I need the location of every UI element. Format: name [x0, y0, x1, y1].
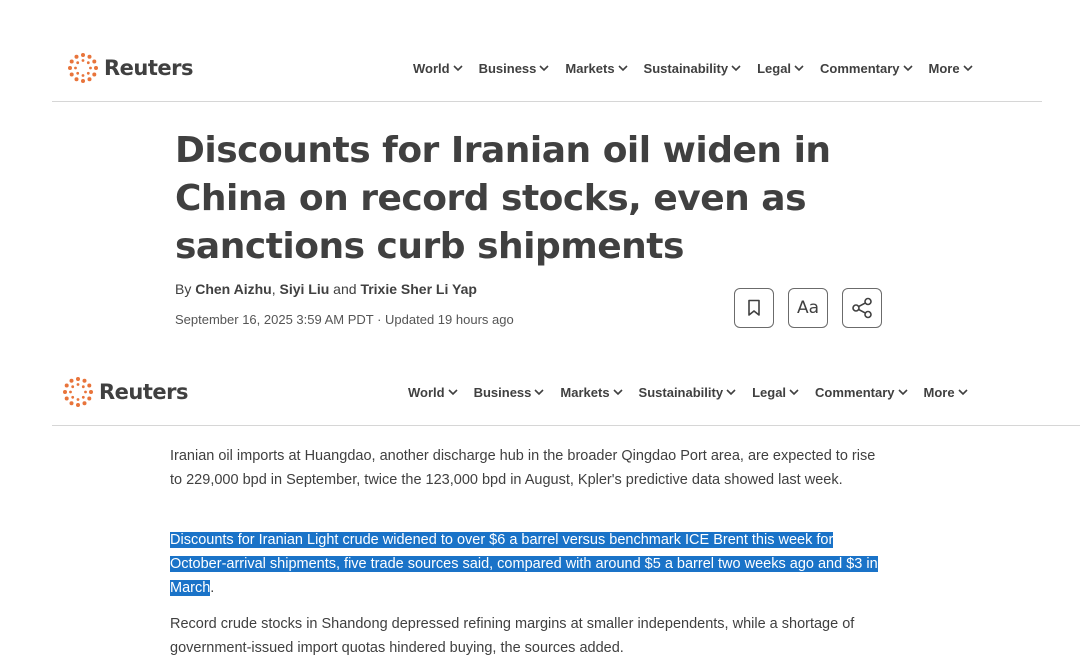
- article-paragraph-selected: Discounts for Iranian Light crude widene…: [170, 528, 885, 600]
- chevron-down-icon: [448, 389, 458, 396]
- byline-prefix: By: [175, 281, 196, 297]
- share-icon: [852, 297, 872, 319]
- text-selection[interactable]: Discounts for Iranian Light crude widene…: [170, 532, 878, 596]
- chevron-down-icon: [902, 65, 913, 72]
- nav-item-world[interactable]: World: [413, 61, 463, 76]
- nav-item-more[interactable]: More: [924, 385, 968, 400]
- nav-item-business[interactable]: Business: [479, 61, 550, 76]
- nav-label: Commentary: [815, 385, 895, 400]
- chevron-down-icon: [963, 65, 973, 72]
- chevron-down-icon: [897, 389, 908, 396]
- header-divider: [52, 101, 1042, 102]
- nav-item-legal[interactable]: Legal: [757, 61, 804, 76]
- main-nav: World Business Markets Sustainability Le…: [408, 385, 984, 400]
- text-size-label: Aa: [796, 298, 820, 318]
- chevron-down-icon: [612, 389, 623, 396]
- nav-label: World: [408, 385, 445, 400]
- reuters-logo[interactable]: Reuters: [62, 376, 189, 408]
- author-link[interactable]: Trixie Sher Li Yap: [360, 281, 477, 297]
- text-size-button[interactable]: Aa: [788, 288, 828, 328]
- nav-label: Sustainability: [643, 61, 729, 76]
- nav-label: Markets: [560, 385, 610, 400]
- article-headline: Discounts for Iranian oil widen in China…: [175, 130, 831, 267]
- nav-item-legal[interactable]: Legal: [752, 385, 799, 400]
- chevron-down-icon: [453, 65, 463, 72]
- bookmark-button[interactable]: [734, 288, 774, 328]
- paragraph-tail: .: [210, 580, 215, 596]
- chevron-down-icon: [726, 389, 736, 396]
- share-button[interactable]: [842, 288, 882, 328]
- reuters-logo[interactable]: Reuters: [67, 52, 194, 84]
- nav-label: World: [413, 61, 450, 76]
- byline-separator: and: [329, 281, 361, 297]
- nav-item-commentary[interactable]: Commentary: [820, 61, 913, 76]
- reuters-logo-icon: [63, 377, 93, 407]
- chevron-down-icon: [789, 389, 799, 396]
- article-dateline: September 16, 2025 3:59 AM PDT · Updated…: [175, 312, 514, 327]
- nav-item-sustainability[interactable]: Sustainability: [639, 385, 737, 400]
- nav-item-commentary[interactable]: Commentary: [815, 385, 908, 400]
- chevron-down-icon: [958, 389, 968, 396]
- chevron-down-icon: [539, 65, 549, 72]
- author-link[interactable]: Chen Aizhu: [195, 281, 272, 297]
- nav-label: Sustainability: [638, 385, 724, 400]
- main-nav: World Business Markets Sustainability Le…: [413, 61, 989, 76]
- article-paragraph: Record crude stocks in Shandong depresse…: [170, 616, 855, 656]
- nav-item-markets[interactable]: Markets: [565, 61, 628, 76]
- reuters-wordmark: Reuters: [99, 380, 189, 404]
- nav-label: Legal: [757, 61, 792, 76]
- byline-separator: ,: [271, 281, 280, 297]
- nav-item-sustainability[interactable]: Sustainability: [644, 61, 742, 76]
- chevron-down-icon: [731, 65, 741, 72]
- nav-item-more[interactable]: More: [929, 61, 973, 76]
- byline: By Chen Aizhu, Siyi Liu and Trixie Sher …: [175, 281, 477, 297]
- nav-item-markets[interactable]: Markets: [560, 385, 623, 400]
- nav-label: Business: [478, 61, 537, 76]
- article-paragraph: Iranian oil imports at Huangdao, another…: [170, 448, 876, 488]
- nav-label: Legal: [752, 385, 787, 400]
- nav-label: Commentary: [820, 61, 900, 76]
- bookmark-icon: [748, 299, 760, 316]
- header-divider: [52, 425, 1080, 426]
- reuters-logo-icon: [68, 53, 98, 83]
- reuters-wordmark: Reuters: [104, 56, 194, 80]
- author-link[interactable]: Siyi Liu: [279, 281, 330, 297]
- nav-label: Business: [473, 385, 532, 400]
- nav-label: More: [928, 61, 960, 76]
- nav-label: More: [923, 385, 955, 400]
- nav-item-business[interactable]: Business: [474, 385, 545, 400]
- nav-label: Markets: [565, 61, 615, 76]
- chevron-down-icon: [617, 65, 628, 72]
- chevron-down-icon: [794, 65, 804, 72]
- chevron-down-icon: [534, 389, 544, 396]
- nav-item-world[interactable]: World: [408, 385, 458, 400]
